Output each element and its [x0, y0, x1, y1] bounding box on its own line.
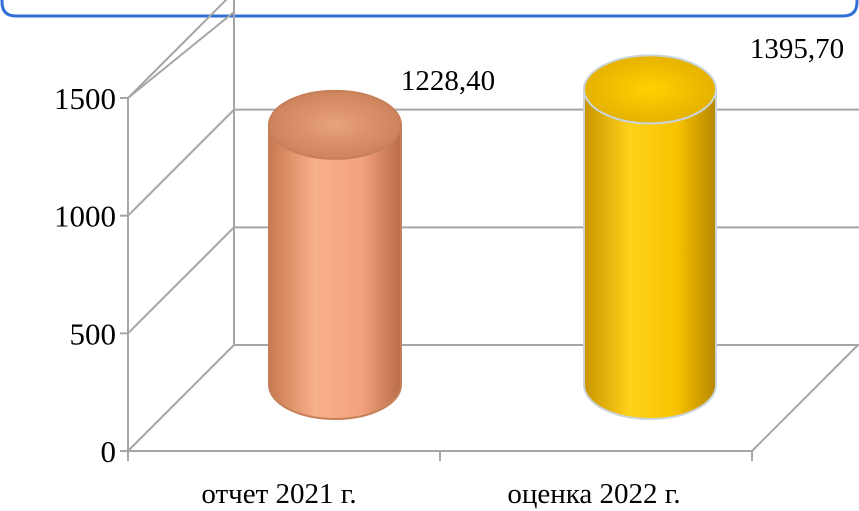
x-axis-labels: отчет 2021 г. оценка 2022 г. [201, 478, 680, 510]
data-label: 1395,70 [750, 33, 844, 65]
bar-body [583, 88, 717, 420]
y-tick-label: 1500 [54, 81, 116, 116]
bars [268, 54, 717, 420]
side-wall-top-edge [127, 11, 235, 99]
y-tick-label: 1000 [54, 199, 116, 234]
frame-border [0, 0, 859, 18]
side-wall-gridline [127, 108, 235, 217]
chart-walls [127, 0, 859, 461]
bar-body [268, 123, 402, 420]
floor-right-edge [751, 344, 859, 452]
side-wall-gridline [127, 226, 235, 335]
y-tick-label: 500 [70, 316, 117, 351]
side-wall-gridline [127, 344, 235, 452]
y-tick-label: 0 [101, 434, 117, 469]
bar [583, 54, 717, 420]
data-label: 1228,40 [401, 65, 495, 97]
data-labels: 1228,40 1395,70 [401, 33, 844, 97]
x-category-label: отчет 2021 г. [201, 478, 356, 510]
bar-top [268, 89, 402, 160]
y-axis-ticks: 0 500 1000 1500 [54, 81, 128, 469]
x-category-label: оценка 2022 г. [507, 478, 680, 510]
bar [268, 89, 402, 420]
side-wall-gridline [127, 0, 228, 99]
bar-top [583, 54, 717, 125]
